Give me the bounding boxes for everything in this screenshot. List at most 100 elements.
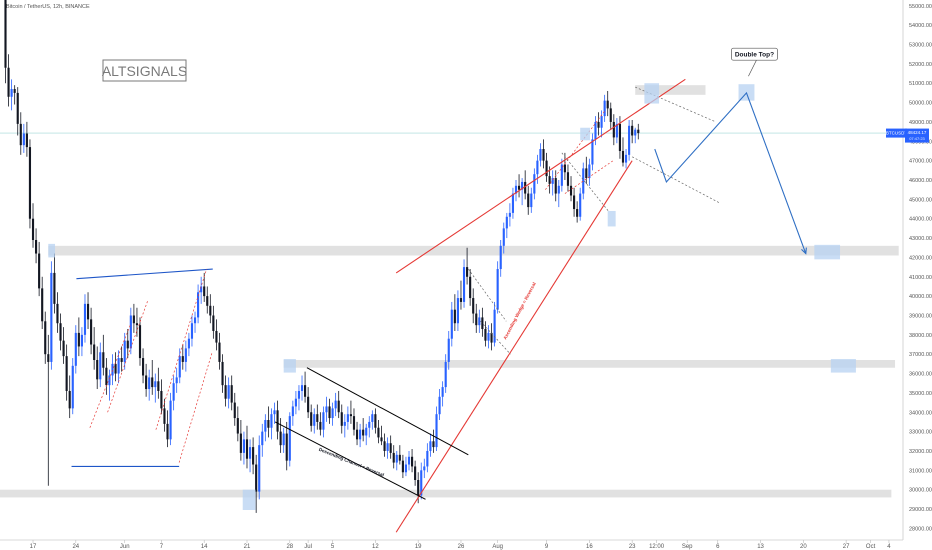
price-tick-label: 49000.00 [909,120,932,126]
candle [435,406,438,451]
candle [35,228,38,264]
candle-body [441,387,444,397]
trend-line-channel [274,421,426,500]
candle [138,317,142,366]
candle [126,329,129,359]
candle-body [466,267,469,277]
candle [47,334,50,486]
candle-body [255,464,258,492]
candle-body [169,400,172,440]
candle [631,120,634,144]
candle [316,404,319,430]
candle-body [28,147,32,219]
candle [166,410,169,448]
candle-body [19,123,22,146]
candle-body [438,396,441,415]
candle-body [618,123,622,151]
candle [157,367,160,399]
candle-body [392,452,395,463]
time-tick-label: Jul [304,544,312,550]
price-tick-label: 47000.00 [909,159,932,165]
candle [80,327,83,357]
candle [163,398,166,432]
price-tick-label: 36000.00 [909,372,932,378]
candle [337,390,340,419]
time-tick-label: 19 [415,544,422,550]
candle [359,423,362,448]
candle [545,152,548,182]
candle-body [218,342,221,362]
candle [392,445,395,469]
candle [276,400,279,440]
time-tick-label: 12:00 [649,544,665,550]
candle-body [631,125,634,136]
candle-body [245,439,249,459]
trend-line-trend [395,78,686,274]
time-tick-label: Aug [492,544,503,550]
candle-body [374,414,377,428]
candle [135,307,139,337]
time-tick-label: 6 [716,544,720,550]
candle-body [453,309,456,324]
candle [279,418,282,453]
candle [484,321,487,347]
candle-body [536,160,539,175]
candle [38,241,41,297]
candle [310,404,313,432]
time-axis[interactable]: 17 24 Jun 7 14 21 28 Jul 5 12 19 26 Aug 9 16 23 12:00 Sep… [30,540,892,550]
candle-body [380,437,383,442]
candle [77,317,80,357]
candle [319,412,322,436]
candle [16,87,19,136]
candle [410,449,414,473]
candle-body [212,315,215,331]
candle [606,90,609,117]
candle-body [319,421,322,430]
price-tick-label: 32000.00 [909,449,932,455]
price-tick-label: 55000.00 [909,4,932,10]
candle-body [352,416,356,430]
candle [380,425,383,446]
price-tick-label: 37000.00 [909,352,932,358]
candle-body [80,334,83,347]
candle-body [31,218,35,240]
candle-body [221,361,224,386]
candle [304,371,307,403]
candle-body [102,352,105,368]
candle [132,303,135,333]
candle-body [200,286,203,293]
candle-body [96,360,99,380]
candle-body [490,332,493,343]
candle-body [362,429,365,436]
candle [487,325,490,349]
candle [398,445,401,465]
candle [248,439,252,473]
candle [178,348,181,384]
candle [114,352,117,382]
candle-body [349,414,352,417]
candle-body [22,133,25,146]
candle-body [35,240,38,254]
candle-body [239,433,242,453]
candle [184,340,187,372]
trend-line-dashed-gray [635,86,717,123]
candle [83,294,87,343]
candle-body [184,348,187,362]
time-tick-label: 24 [72,544,79,550]
candle-body [172,383,175,401]
candle [19,112,22,155]
highlight-box [283,359,296,373]
candle-body [227,385,230,399]
candle-body [74,332,77,366]
candle-body [557,185,560,194]
candle [462,259,466,308]
candle-body [279,431,282,446]
candle [548,166,551,194]
highlight-box [644,83,660,104]
candle-body [267,420,270,428]
candle-body [484,329,487,341]
candle-body [230,385,233,403]
candle [426,443,429,473]
candle [206,286,209,314]
